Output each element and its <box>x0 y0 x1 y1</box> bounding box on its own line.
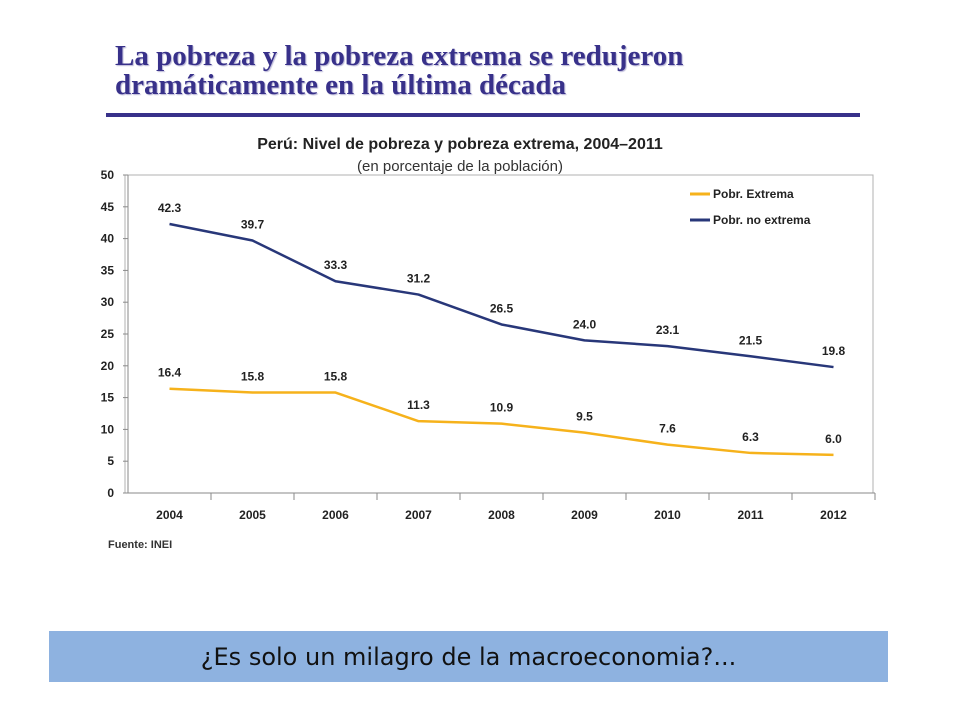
data-label: 15.8 <box>324 370 348 384</box>
y-tick-label: 0 <box>107 486 114 500</box>
y-tick-label: 10 <box>101 422 115 436</box>
y-tick-label: 30 <box>101 295 115 309</box>
x-tick-label: 2007 <box>405 508 432 522</box>
series-pobreza-extrema: 16.4 15.8 15.8 11.3 10.9 9.5 7.6 6.3 6.0 <box>158 366 842 457</box>
data-label: 21.5 <box>739 333 763 347</box>
data-label: 10.9 <box>490 401 514 415</box>
series-line <box>169 222 834 369</box>
y-tick-label: 15 <box>101 391 115 405</box>
chart-subtitle: (en porcentaje de la población) <box>357 158 563 175</box>
data-label: 15.8 <box>241 370 265 384</box>
question-banner: ¿Es solo un milagro de la macroeconomia?… <box>49 631 888 682</box>
data-label: 19.8 <box>822 344 846 358</box>
data-label: 6.3 <box>742 430 759 444</box>
data-label: 6.0 <box>825 432 842 446</box>
x-tick-label: 2004 <box>156 508 183 522</box>
poverty-line-chart: Perú: Nivel de pobreza y pobreza extrema… <box>101 136 876 551</box>
data-label: 42.3 <box>158 201 182 215</box>
data-label: 11.3 <box>407 398 430 412</box>
data-label: 23.1 <box>656 323 680 337</box>
x-tick-label: 2005 <box>239 508 266 522</box>
question-text: ¿Es solo un milagro de la macroeconomia?… <box>200 642 737 671</box>
x-tick-label: 2011 <box>737 508 763 522</box>
x-tick-label: 2009 <box>571 508 598 522</box>
data-label: 39.7 <box>241 218 265 232</box>
chart-source: Fuente: INEI <box>108 539 172 551</box>
data-label: 31.2 <box>407 272 431 286</box>
slide-title: La pobreza y la pobreza extrema se reduj… <box>115 40 684 101</box>
data-label: 24.0 <box>573 317 597 331</box>
y-tick-label: 20 <box>101 359 115 373</box>
data-label: 7.6 <box>659 422 676 436</box>
y-tick-label: 25 <box>101 327 115 341</box>
x-tick-label: 2008 <box>488 508 515 522</box>
data-label: 26.5 <box>490 301 514 315</box>
y-tick-label: 45 <box>101 200 115 214</box>
series-pobreza-no-extrema: 42.3 39.7 33.3 31.2 26.5 24.0 23.1 21.5 19.8 <box>158 201 846 369</box>
data-label: 33.3 <box>324 258 348 272</box>
x-tick-label: 2006 <box>322 508 349 522</box>
series-layer: 16.4 15.8 15.8 11.3 10.9 9.5 7.6 6.3 6.0 42.3 39.7… <box>158 201 846 457</box>
data-label: 16.4 <box>158 366 182 380</box>
y-tick-label: 35 <box>101 263 115 277</box>
y-tick-label: 5 <box>107 454 114 468</box>
y-tick-label: 50 <box>101 168 115 182</box>
legend-label: Pobr. no extrema <box>713 213 811 227</box>
chart-title: Perú: Nivel de pobreza y pobreza extrema… <box>257 136 663 153</box>
y-tick-label: 40 <box>101 232 115 246</box>
data-label: 9.5 <box>576 410 593 424</box>
chart-legend: Pobr. Extrema Pobr. no extrema <box>690 187 811 227</box>
legend-label: Pobr. Extrema <box>713 187 794 201</box>
chart-axes: 0 5 10 15 20 25 30 35 40 45 50 2004 2005 2006 2007 2008… <box>101 168 876 522</box>
series-line <box>169 387 834 457</box>
x-tick-label: 2010 <box>654 508 681 522</box>
x-tick-label: 2012 <box>820 508 847 522</box>
title-underline <box>106 113 860 117</box>
